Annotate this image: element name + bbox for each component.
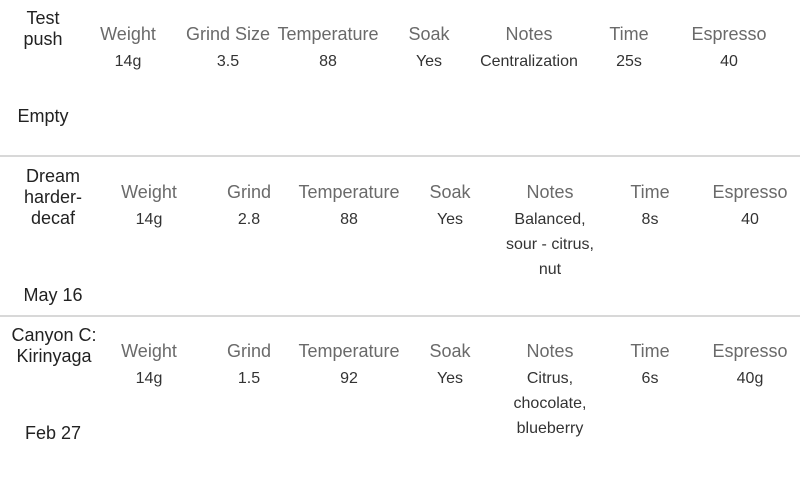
grind-label: Grind Size <box>185 24 271 44</box>
weight-field: Weight 14g <box>73 24 183 74</box>
soak-value: Yes <box>415 53 443 70</box>
grind-field: Grind 2.8 <box>194 182 304 232</box>
grind-field: Grind Size 3.5 <box>173 24 283 74</box>
weight-label: Weight <box>121 182 177 202</box>
brew-date: Empty <box>17 106 69 126</box>
temperature-field: Temperature 88 <box>273 24 383 74</box>
temperature-value: 92 <box>340 370 358 387</box>
brew-entry[interactable]: Dream harder- decaf May 16 Weight 14g Gr… <box>0 157 800 317</box>
brew-entry[interactable]: Canyon C: Kirinyaga Feb 27 Weight 14g Gr… <box>0 317 800 480</box>
soak-label: Soak <box>408 24 450 44</box>
time-value: 6s <box>641 370 659 387</box>
temperature-label: Temperature <box>298 182 400 202</box>
soak-value: Yes <box>436 370 464 387</box>
espresso-label: Espresso <box>691 24 767 44</box>
notes-label: Notes <box>526 182 574 202</box>
espresso-value: 40g <box>736 370 764 387</box>
notes-field: Notes Citrus, chocolate, blueberry <box>495 341 605 441</box>
temperature-field: Temperature 92 <box>294 341 404 391</box>
brew-name: Canyon C: Kirinyaga <box>11 325 97 366</box>
grind-value: 1.5 <box>237 370 261 387</box>
time-field: Time 6s <box>595 341 705 391</box>
temperature-value: 88 <box>340 211 358 228</box>
time-field: Time 8s <box>595 182 705 232</box>
brew-date: Feb 27 <box>24 423 82 443</box>
espresso-field: Espresso 40g <box>695 341 800 391</box>
temperature-label: Temperature <box>277 24 379 44</box>
weight-value: 14g <box>135 211 163 228</box>
temperature-value: 88 <box>319 53 337 70</box>
brew-date: May 16 <box>23 285 83 305</box>
weight-field: Weight 14g <box>94 182 204 232</box>
time-label: Time <box>630 341 670 361</box>
soak-label: Soak <box>429 341 471 361</box>
notes-label: Notes <box>505 24 553 44</box>
notes-field: Notes Balanced, sour - citrus, nut <box>495 182 605 282</box>
espresso-field: Espresso 40 <box>674 24 784 74</box>
soak-field: Soak Yes <box>395 182 505 232</box>
soak-value: Yes <box>436 211 464 228</box>
time-value: 25s <box>616 53 642 70</box>
time-value: 8s <box>641 211 659 228</box>
brew-name: Test push <box>23 8 63 49</box>
soak-field: Soak Yes <box>395 341 505 391</box>
grind-value: 2.8 <box>237 211 261 228</box>
soak-field: Soak Yes <box>374 24 484 74</box>
weight-field: Weight 14g <box>94 341 204 391</box>
espresso-value: 40 <box>741 211 759 228</box>
weight-label: Weight <box>121 341 177 361</box>
brew-entry[interactable]: Test push Empty Weight 14g Grind Size 3.… <box>0 0 800 157</box>
grind-field: Grind 1.5 <box>194 341 304 391</box>
weight-value: 14g <box>135 370 163 387</box>
weight-value: 14g <box>114 53 142 70</box>
espresso-value: 40 <box>720 53 738 70</box>
notes-label: Notes <box>526 341 574 361</box>
notes-value: Citrus, chocolate, blueberry <box>513 370 587 437</box>
notes-value: Balanced, sour - citrus, nut <box>505 211 594 278</box>
espresso-field: Espresso 40 <box>695 182 800 232</box>
soak-label: Soak <box>429 182 471 202</box>
espresso-label: Espresso <box>712 341 788 361</box>
grind-label: Grind <box>226 182 271 202</box>
temperature-label: Temperature <box>298 341 400 361</box>
grind-label: Grind <box>226 341 271 361</box>
notes-value: Centralization <box>480 53 578 70</box>
time-field: Time 25s <box>574 24 684 74</box>
time-label: Time <box>630 182 670 202</box>
notes-field: Notes Centralization <box>474 24 584 74</box>
espresso-label: Espresso <box>712 182 788 202</box>
time-label: Time <box>609 24 649 44</box>
temperature-field: Temperature 88 <box>294 182 404 232</box>
weight-label: Weight <box>100 24 156 44</box>
brew-name: Dream harder- decaf <box>23 166 83 228</box>
grind-value: 3.5 <box>216 53 240 70</box>
